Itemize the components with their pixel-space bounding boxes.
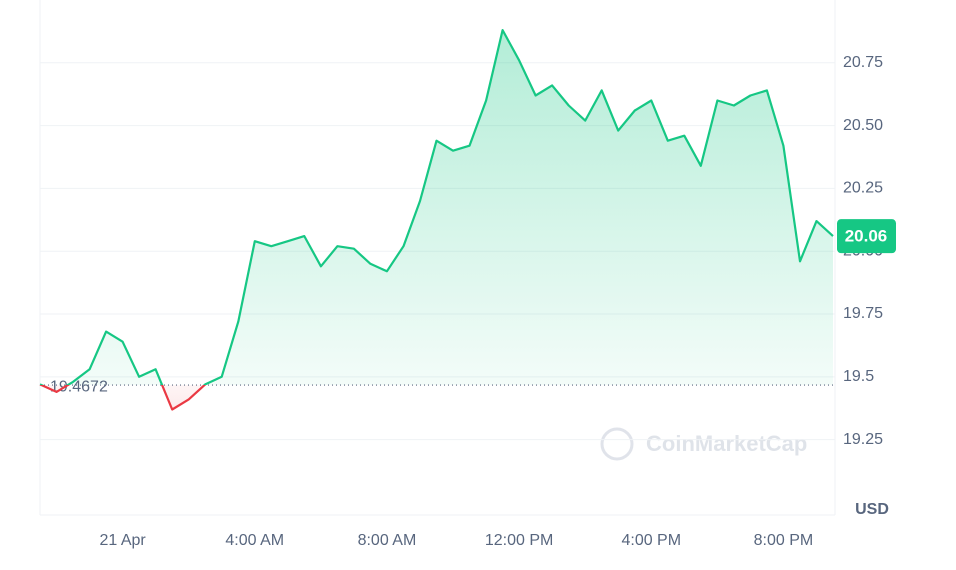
x-tick-label: 8:00 AM [358,532,417,549]
y-tick-label: 20.25 [843,180,883,197]
y-tick-label: 19.5 [843,368,874,385]
x-tick-label: 4:00 AM [225,532,284,549]
x-tick-label: 12:00 PM [485,532,553,549]
y-tick-label: 20.50 [843,117,883,134]
y-tick-label: 19.75 [843,305,883,322]
x-tick-label: 8:00 PM [754,532,814,549]
watermark-logo [600,427,634,461]
price-line [39,29,834,411]
watermark: CoinMarketCap [646,431,807,456]
current-price-tag [837,219,896,254]
reference-label: 19.4672 [50,378,108,395]
y-axis-label: USD [855,501,889,518]
y-tick-label: 20.75 [843,54,883,71]
x-tick-label: 4:00 PM [621,532,681,549]
x-tick-label: 21 Apr [99,532,146,549]
watermark-group: CoinMarketCap [600,427,807,461]
price-area [40,30,833,410]
y-tick-label: 19.25 [843,431,883,448]
current-price-label: 20.06 [845,227,888,246]
